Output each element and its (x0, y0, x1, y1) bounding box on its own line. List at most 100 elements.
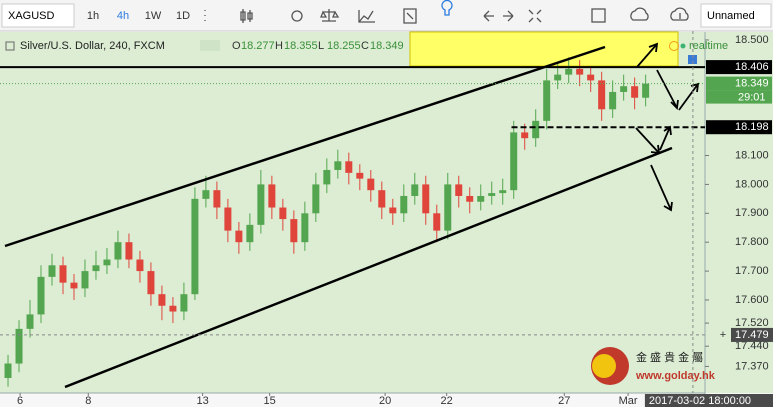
settings-icon[interactable] (291, 10, 303, 22)
ohlc-label: H (275, 40, 283, 52)
candle-body (620, 86, 628, 92)
x-tick-label: 20 (379, 395, 391, 407)
alert-icon[interactable] (403, 8, 417, 24)
candle-body (136, 259, 144, 272)
candle-body (510, 132, 518, 191)
candle-body (587, 74, 595, 81)
chart-title: Silver/U.S. Dollar, 240, FXCM (20, 40, 165, 52)
legend-buttons[interactable] (200, 40, 220, 51)
interval-button[interactable]: 1h (87, 10, 99, 22)
candle-body (444, 184, 452, 231)
price-label: 18.349 (735, 77, 769, 89)
candle-body (268, 184, 276, 208)
redo-icon[interactable] (503, 10, 514, 22)
status-dot (680, 43, 686, 49)
candle-body (158, 294, 166, 306)
interval-button[interactable]: 1D (176, 10, 190, 22)
crosshair-time: 2017-03-02 18:00:00 (649, 395, 751, 407)
candle-body (609, 91, 617, 110)
arrow (656, 69, 679, 110)
candle-body (191, 198, 199, 295)
countdown-box (706, 90, 772, 104)
y-tick-label: 17.900 (735, 207, 769, 219)
arrow (636, 42, 659, 68)
candle-body (48, 265, 56, 277)
price-label-box (706, 76, 772, 91)
interval-button[interactable]: 4h (117, 10, 129, 22)
candle-body (532, 120, 540, 139)
candle-body (433, 213, 441, 231)
candle-body (400, 195, 408, 214)
y-tick-label: 17.370 (735, 360, 769, 372)
candle-body (565, 68, 573, 75)
candle-body (125, 242, 133, 260)
arrow (635, 127, 661, 155)
indicators-icon[interactable] (358, 10, 375, 23)
candle-body (114, 242, 122, 260)
fullscreen-icon[interactable] (528, 9, 542, 23)
info-icon[interactable] (688, 55, 697, 64)
candle-body (290, 219, 298, 243)
undo-icon[interactable] (483, 10, 494, 22)
arrow (650, 164, 673, 212)
candle-body (323, 169, 331, 185)
candle-body (466, 195, 474, 202)
candle-body (378, 190, 386, 208)
symbol: XAGUSD (8, 10, 55, 22)
candle-body (455, 184, 463, 196)
y-tick-label: 17.800 (735, 236, 769, 248)
collapse-icon[interactable] (5, 41, 15, 51)
x-tick-label: 27 (558, 395, 570, 407)
candle-icon[interactable] (240, 9, 253, 23)
candle-body (554, 74, 562, 81)
candle-body (246, 224, 254, 243)
brand-url: www.golday.hk (635, 370, 716, 382)
candle-body (59, 265, 67, 283)
price-label: 18.406 (735, 61, 769, 73)
candle-body (180, 294, 188, 312)
candle-body (367, 178, 375, 191)
brand-name: 金 盛 貴 金 屬 (636, 350, 703, 364)
candle-body (642, 83, 650, 98)
candle-body (312, 184, 320, 214)
candle-body (213, 190, 221, 208)
y-tick-label: 17.520 (735, 317, 769, 329)
candle-body (147, 271, 155, 295)
chart-background (0, 32, 773, 393)
toolbar (0, 0, 773, 31)
candle-body (257, 184, 265, 225)
interval-button[interactable]: 1W (145, 10, 162, 22)
price-label: 18.198 (735, 121, 769, 133)
x-tick-label: 22 (441, 395, 453, 407)
candle-body (499, 190, 507, 194)
compare-icon[interactable] (320, 9, 340, 22)
snapshot-icon[interactable] (591, 8, 606, 23)
save-icon[interactable] (670, 7, 689, 21)
candle-body (169, 305, 177, 312)
load-icon[interactable] (630, 7, 649, 21)
candle-body (543, 80, 551, 121)
candle-body (477, 195, 485, 202)
candle-body (356, 172, 364, 179)
layout-box[interactable] (700, 3, 772, 28)
symbol-box[interactable] (1, 3, 75, 28)
candle-body (4, 363, 12, 378)
y-tick-label: 17.440 (735, 340, 769, 352)
crosshair-price-box (731, 327, 773, 342)
time-axis-background (0, 393, 773, 407)
candle-body (15, 328, 23, 364)
ohlc-value: 18.277 (241, 40, 275, 52)
ohlc-value: 18.255 (327, 40, 361, 52)
candle-body (81, 271, 89, 289)
x-tick-label: 15 (264, 395, 276, 407)
y-tick-label: 18.500 (735, 34, 769, 46)
candle-body (224, 207, 232, 231)
y-tick-label: 17.700 (735, 265, 769, 277)
crosshair-time-box (644, 394, 773, 407)
ohlc-value: 18.355 (284, 40, 318, 52)
candle-body (411, 184, 419, 196)
candle-body (202, 190, 210, 199)
idea-icon[interactable] (441, 0, 453, 16)
